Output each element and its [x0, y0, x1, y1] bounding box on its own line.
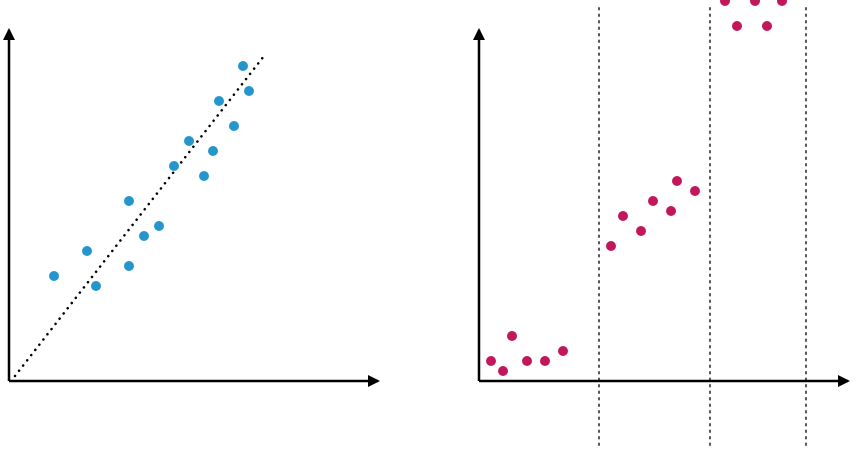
data-point [540, 356, 550, 366]
data-point [208, 146, 218, 156]
data-point [606, 241, 616, 251]
data-point [486, 356, 496, 366]
trend-line [13, 54, 266, 378]
data-point [82, 246, 92, 256]
data-point [732, 21, 742, 31]
data-point [91, 281, 101, 291]
data-point [648, 196, 658, 206]
data-point [618, 211, 628, 221]
data-point [522, 356, 532, 366]
data-point [229, 121, 239, 131]
data-point [777, 0, 787, 6]
data-point [672, 176, 682, 186]
data-point [184, 136, 194, 146]
left-scatter-panel [2, 28, 380, 387]
data-point [49, 271, 59, 281]
data-point [750, 0, 760, 6]
data-point [498, 366, 508, 376]
right-scatter-panel [473, 0, 850, 449]
data-point [238, 61, 248, 71]
data-point [690, 186, 700, 196]
data-point [169, 161, 179, 171]
data-point [636, 226, 646, 236]
data-point [199, 171, 209, 181]
data-point [124, 196, 134, 206]
data-point [244, 86, 254, 96]
data-point [507, 331, 517, 341]
data-point [762, 21, 772, 31]
data-point [558, 346, 568, 356]
data-point [124, 261, 134, 271]
data-point [720, 0, 730, 6]
data-point [214, 96, 224, 106]
data-point [666, 206, 676, 216]
data-point [139, 231, 149, 241]
data-point [154, 221, 164, 231]
